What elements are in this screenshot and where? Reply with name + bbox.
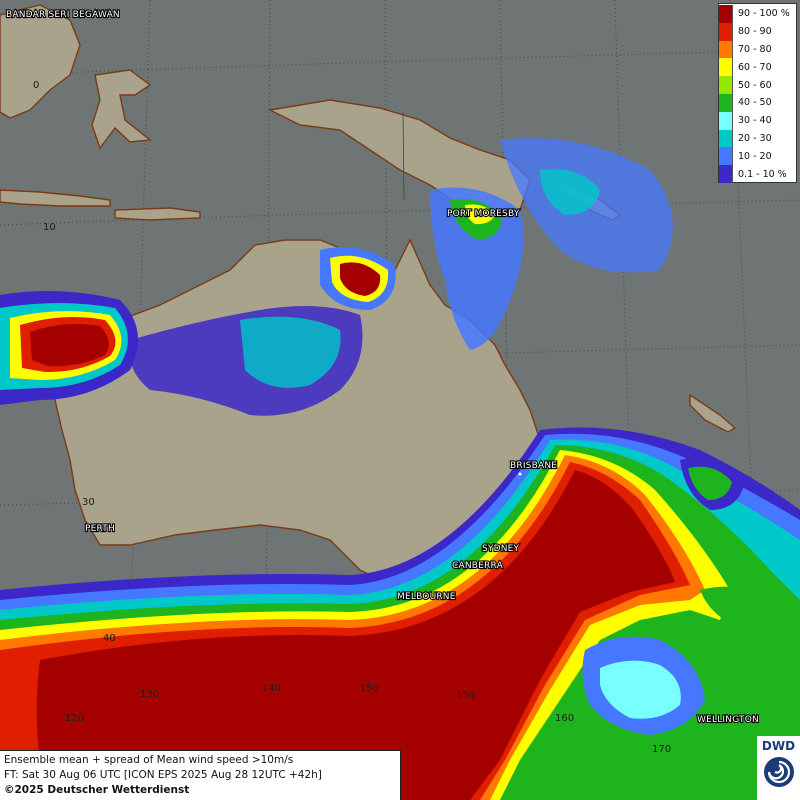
tasman-cyan [600,660,681,719]
lesser-sunda-islands [114,207,201,221]
grid-labels: 0 10 30 40 120 130 140 150 150 160 170 [33,80,671,755]
legend-swatch [719,129,733,148]
arnhem-core [340,262,381,296]
legend-label: 50 - 60 [738,79,772,91]
city-label-canberra: CANBERRA [452,561,504,571]
legend-item: 0.1 - 10 % [719,165,796,183]
legend-swatch [719,165,733,183]
legend-label: 90 - 100 % [738,8,790,20]
legend-label: 0.1 - 10 % [738,168,787,180]
city-label-bandar-seri-begawan: BANDAR SERI BEGAWAN [6,10,120,20]
java [0,189,111,207]
lon-label-140: 140 [262,683,281,694]
legend-swatch [719,58,733,77]
city-marker-brisbane [518,472,522,476]
dwd-logo: DWD [757,736,800,800]
legend-label: 10 - 20 [738,150,772,162]
north-australia-cyan [240,316,341,388]
wind-probability-field [0,138,800,800]
legend-item: 40 - 50 [719,94,796,112]
legend-label: 30 - 40 [738,115,772,127]
sulawesi [91,69,152,150]
city-label-port-moresby: PORT MORESBY [447,209,520,219]
port-moresby-core [465,204,495,225]
city-label-brisbane: BRISBANE [510,461,557,471]
city-label-melbourne: MELBOURNE [397,592,456,602]
legend-label: 60 - 70 [738,61,772,73]
legend-item: 90 - 100 % [719,5,796,23]
legend-label: 20 - 30 [738,132,772,144]
east-coral-green [688,466,732,500]
legend-swatch [719,147,733,166]
lat-label-40: 40 [103,633,116,644]
info-box: Ensemble mean + spread of Mean wind spee… [0,750,401,800]
legend-item: 80 - 90 [719,22,796,41]
nz-coastal-field [700,586,784,660]
legend: 90 - 100 % 80 - 90 70 - 80 60 - 70 50 - 60 40… [718,3,797,183]
info-copyright: ©2025 Deutscher Wetterdienst [4,784,190,796]
info-variable: Ensemble mean + spread of Mean wind spee… [4,754,294,766]
legend-swatch [719,111,733,130]
dwd-logo-text: DWD [761,739,796,753]
lat-label-10: 10 [43,222,56,233]
legend-item: 50 - 60 [719,76,796,94]
legend-swatch [719,94,733,112]
legend-swatch [719,76,733,94]
legend-item: 30 - 40 [719,111,796,130]
legend-swatch [719,22,733,41]
lon-label-160: 160 [555,713,574,724]
lon-label-170: 170 [652,744,671,755]
cities: BANDAR SERI BEGAWAN PORT MORESBY BRISBAN… [5,9,760,726]
indian-ocean-core [30,324,109,367]
legend-label: 70 - 80 [738,43,772,55]
coral-green-patch [540,169,600,215]
legend-label: 80 - 90 [738,26,772,38]
city-label-perth: PERTH [85,524,115,534]
lon-label-130: 130 [140,689,159,700]
legend-item: 70 - 80 [719,40,796,59]
info-forecast-time: FT: Sat 30 Aug 06 UTC [ICON EPS 2025 Aug… [4,769,322,781]
legend-item: 10 - 20 [719,147,796,166]
legend-item: 60 - 70 [719,58,796,77]
legend-label: 40 - 50 [738,97,772,109]
legend-swatch [719,40,733,59]
lat-label-0: 0 [33,80,39,91]
borneo [0,4,81,119]
lon-label-120: 120 [65,713,84,724]
city-label-sydney: SYDNEY [482,544,520,554]
borders [402,111,405,201]
southern-band-core [36,470,675,800]
new-caledonia [689,393,737,433]
lon-label-150b: 150 [456,690,475,701]
lat-label-30: 30 [82,497,95,508]
legend-swatch [719,5,733,23]
lon-label-150: 150 [360,683,379,694]
dwd-swirl-icon [764,757,794,787]
legend-item: 20 - 30 [719,129,796,148]
city-label-wellington: WELLINGTON [697,715,759,725]
coral-sea-field [430,187,524,350]
